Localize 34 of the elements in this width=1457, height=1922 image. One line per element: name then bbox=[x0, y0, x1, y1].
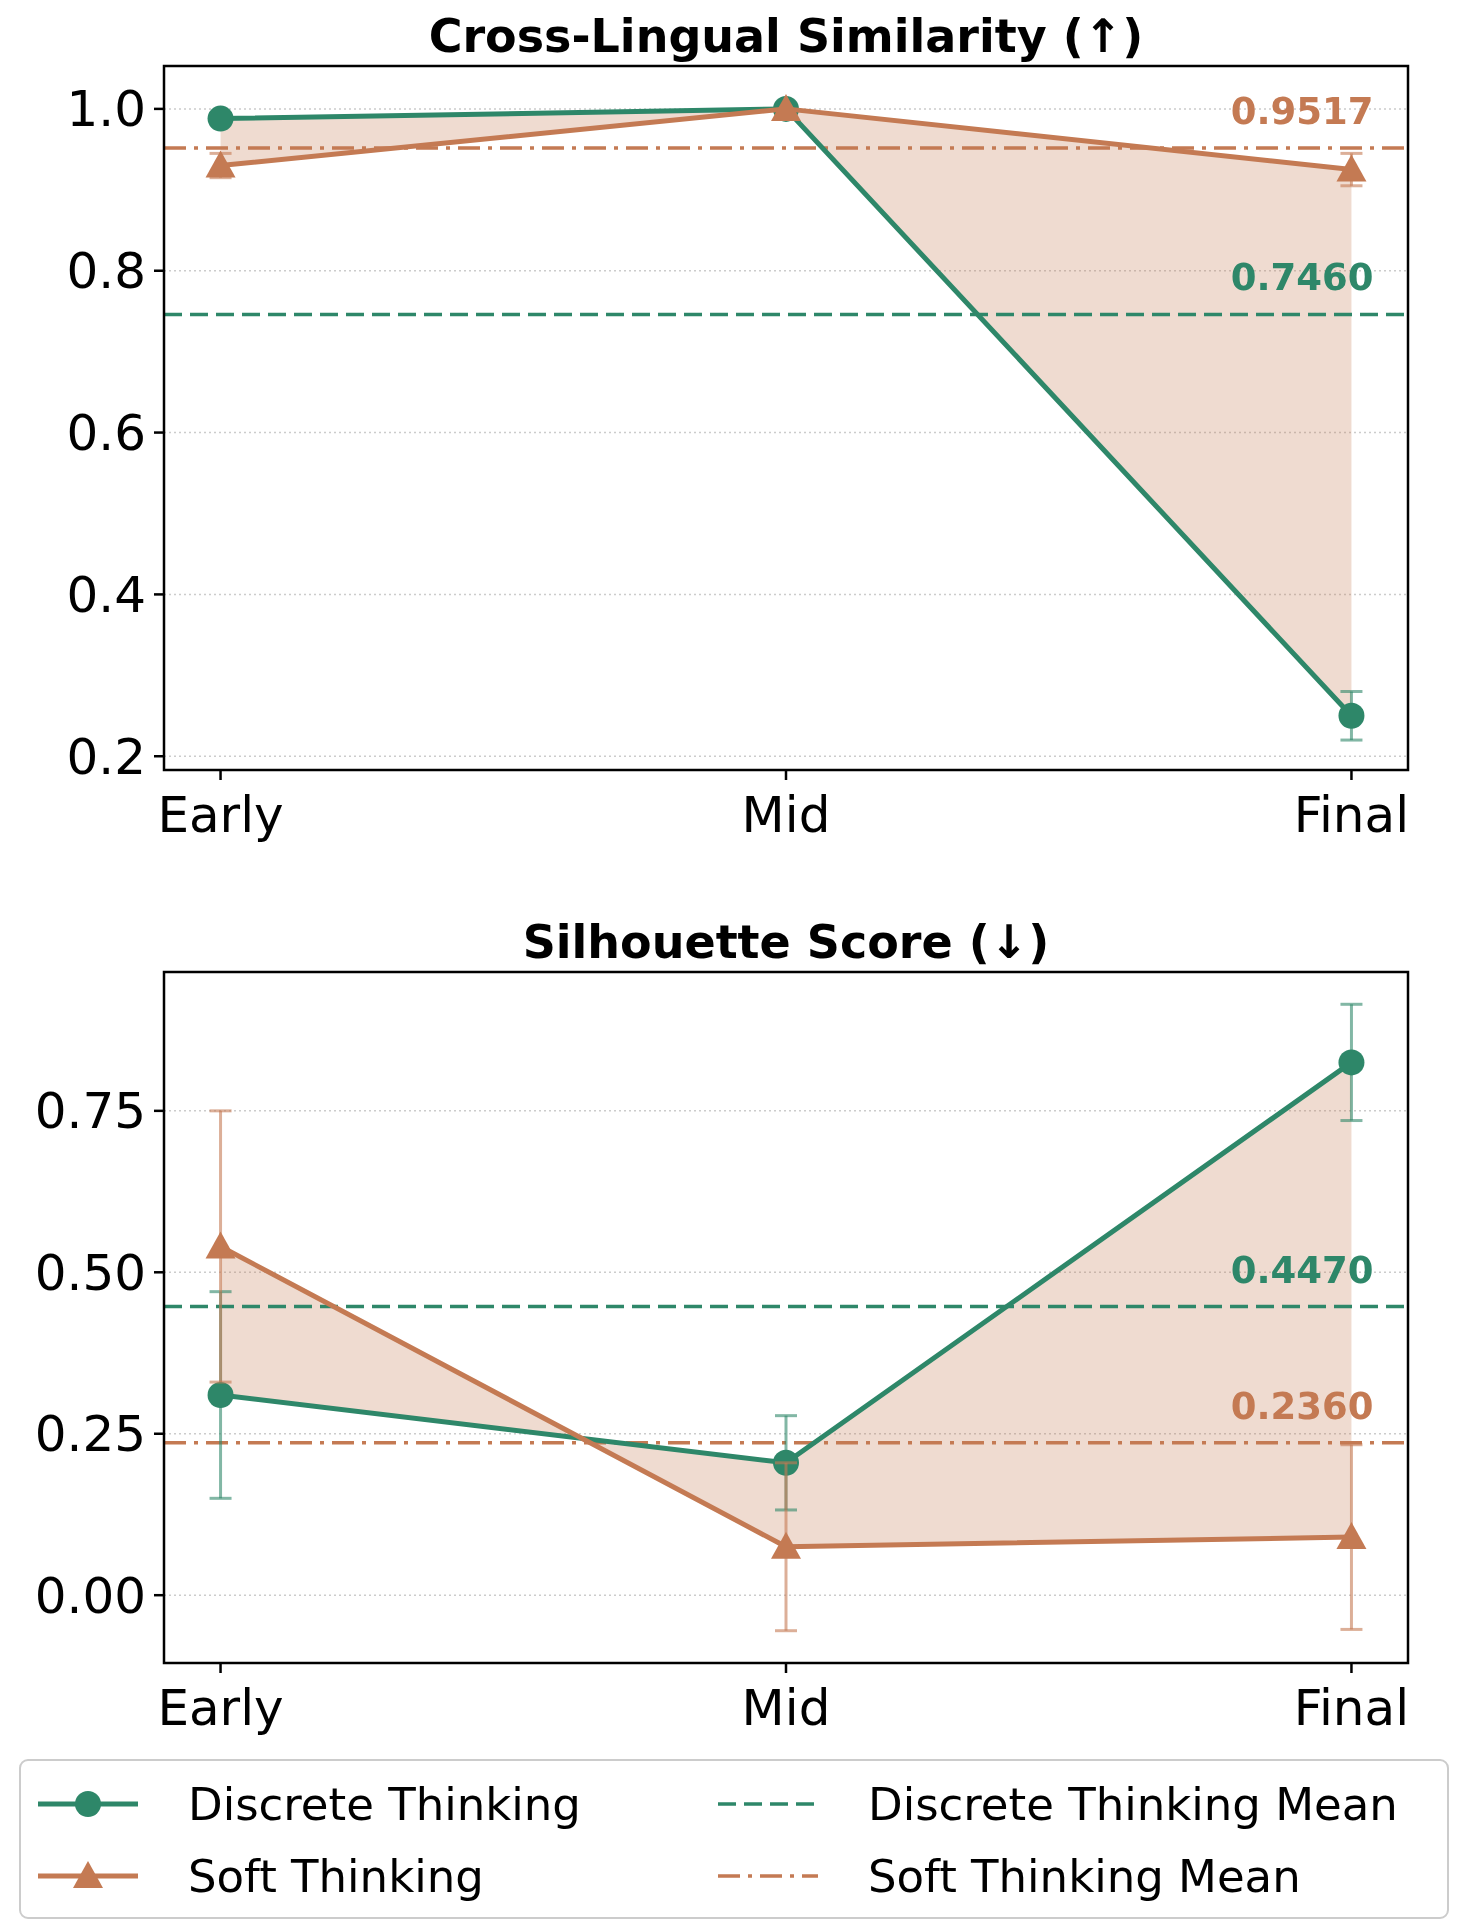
legend-label: Soft Thinking bbox=[188, 1849, 484, 1903]
x-tick-label: Final bbox=[1293, 1679, 1410, 1737]
point bbox=[1338, 1049, 1365, 1076]
annotation: 0.7460 bbox=[1230, 256, 1374, 300]
point bbox=[205, 1231, 236, 1259]
point bbox=[207, 105, 234, 132]
point bbox=[773, 1449, 799, 1476]
point bbox=[207, 1382, 234, 1408]
y-tick-label: 0.00 bbox=[34, 1566, 146, 1625]
point bbox=[771, 1531, 801, 1559]
point bbox=[1336, 154, 1367, 182]
chart-title: Silhouette Score (↓) bbox=[522, 915, 1050, 969]
y-tick-label: 0.2 bbox=[66, 727, 146, 786]
x-tick-label: Early bbox=[157, 786, 284, 844]
legend-label: Discrete Thinking Mean bbox=[868, 1777, 1398, 1831]
x-tick-label: Early bbox=[157, 1679, 284, 1737]
legend-label: Discrete Thinking bbox=[188, 1777, 581, 1831]
y-tick-label: 0.75 bbox=[34, 1082, 146, 1141]
chart-title: Cross-Lingual Similarity (↑) bbox=[428, 9, 1144, 63]
y-tick-label: 0.8 bbox=[66, 242, 146, 301]
x-tick-label: Final bbox=[1293, 786, 1410, 844]
annotation: 0.2360 bbox=[1230, 1384, 1374, 1428]
legend-label: Soft Thinking Mean bbox=[868, 1849, 1301, 1903]
y-tick-label: 0.25 bbox=[34, 1405, 146, 1464]
x-tick-label: Mid bbox=[741, 1679, 831, 1737]
y-tick-label: 1.0 bbox=[66, 80, 146, 139]
annotation: 0.4470 bbox=[1230, 1248, 1374, 1292]
point bbox=[1336, 1522, 1367, 1550]
y-tick-label: 0.50 bbox=[34, 1243, 146, 1302]
x-tick-label: Mid bbox=[741, 786, 831, 844]
y-tick-label: 0.6 bbox=[66, 404, 146, 463]
y-tick-label: 0.4 bbox=[66, 565, 146, 624]
annotation: 0.9517 bbox=[1230, 89, 1374, 133]
point bbox=[1338, 702, 1365, 729]
